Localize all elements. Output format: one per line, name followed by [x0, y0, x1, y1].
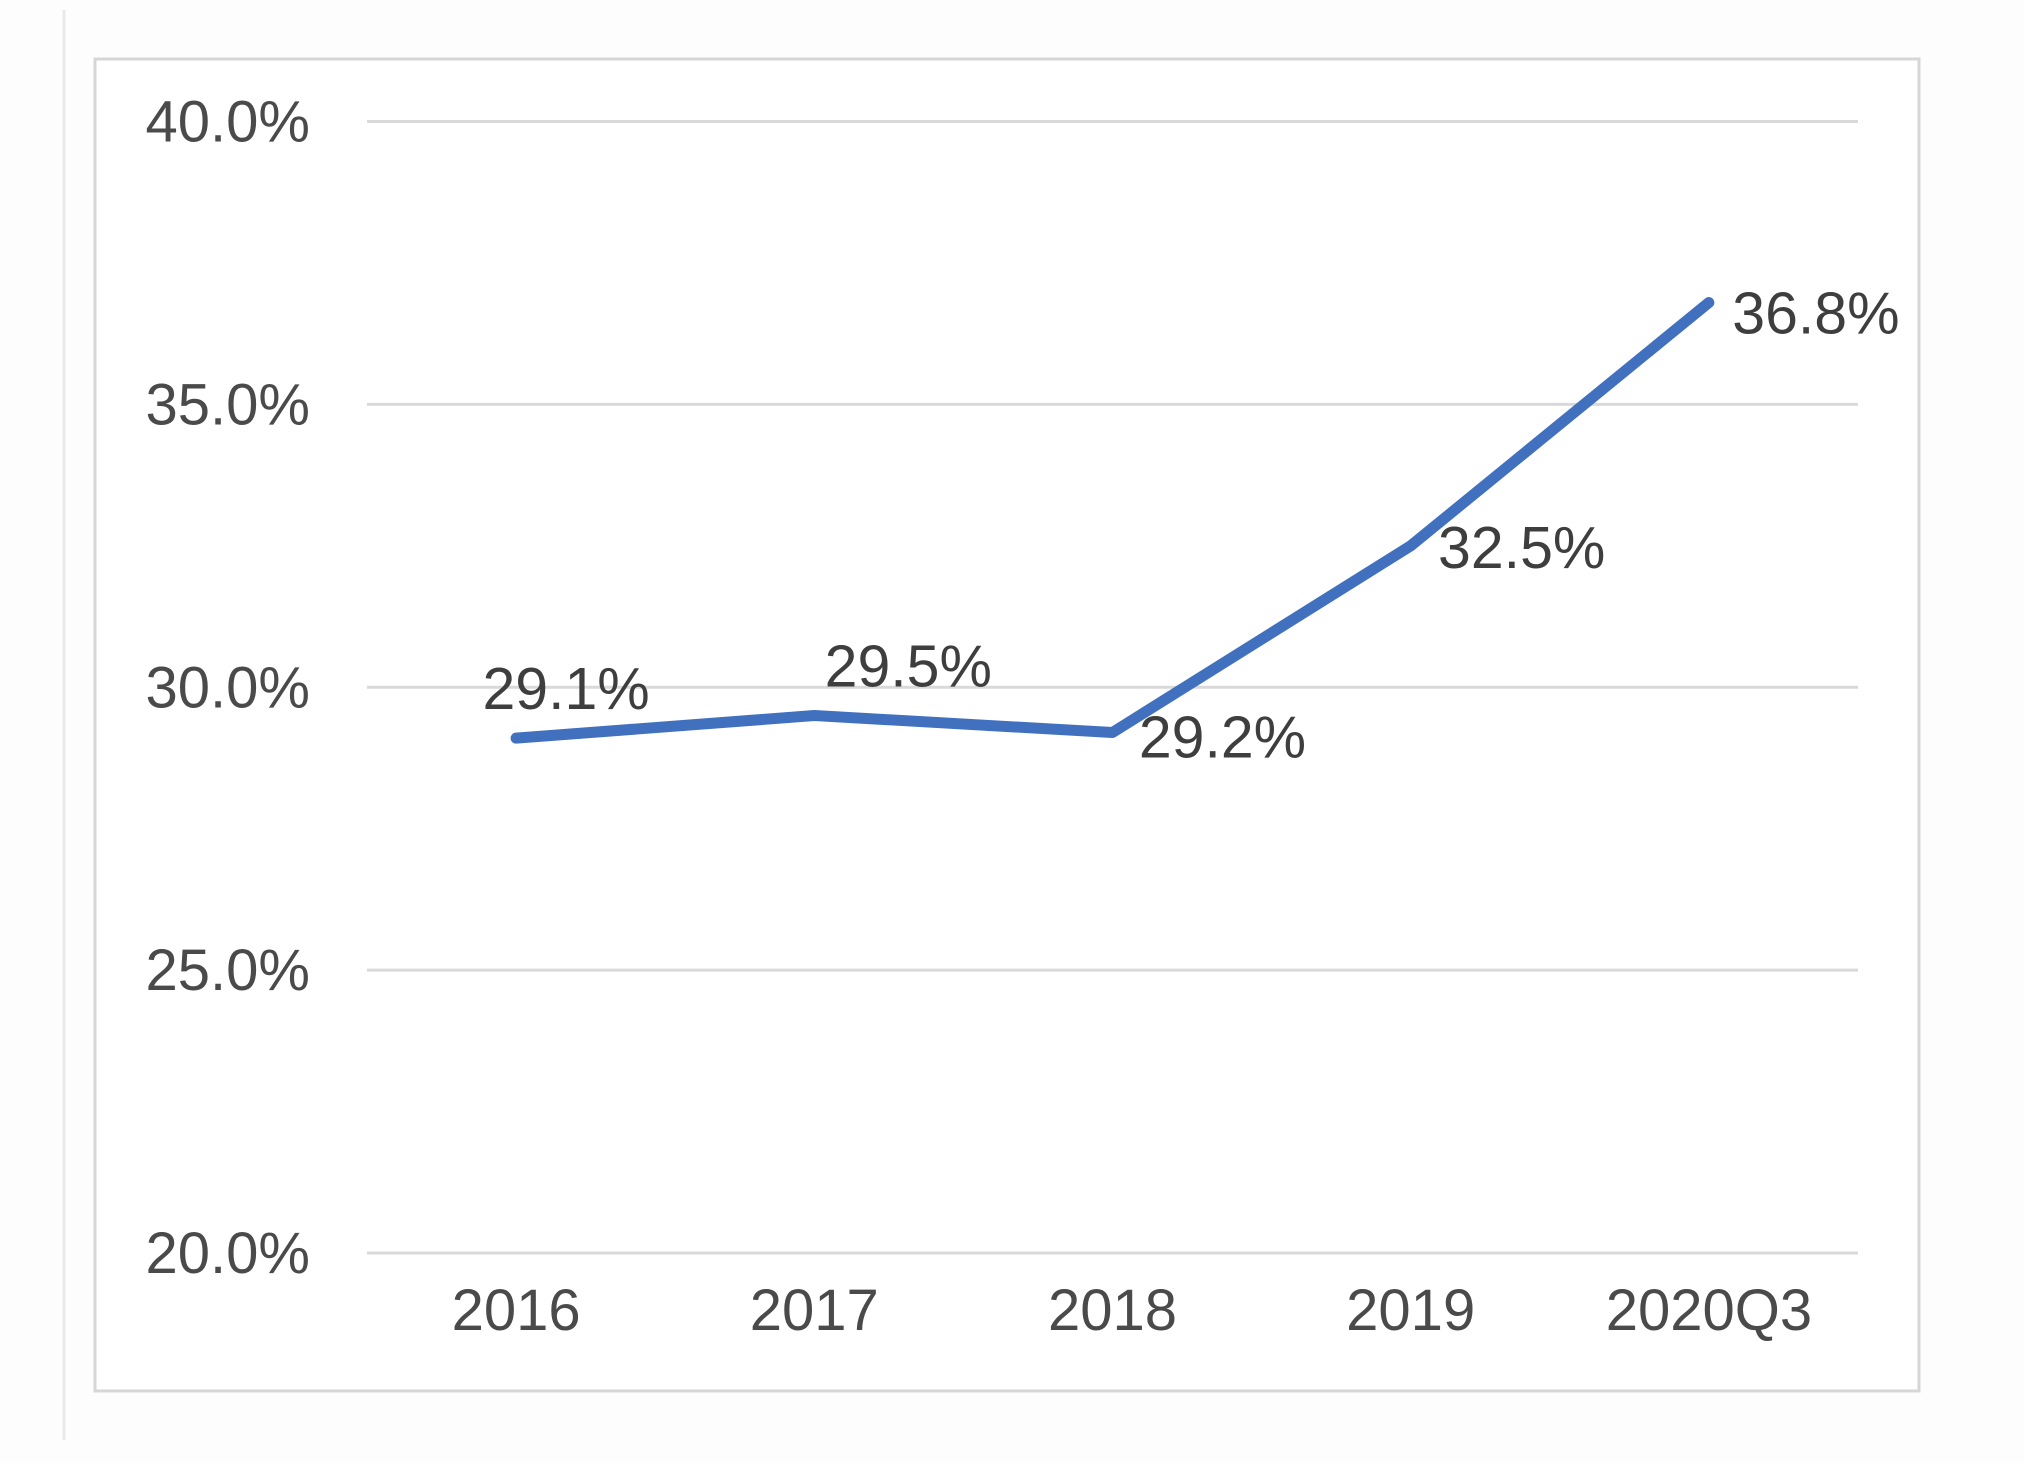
- x-tick-label: 2016: [452, 1278, 581, 1343]
- data-point-label: 32.5%: [1438, 515, 1605, 581]
- y-tick-label: 35.0%: [146, 372, 310, 437]
- y-tick-label: 40.0%: [146, 90, 310, 155]
- y-tick-label: 20.0%: [146, 1221, 310, 1286]
- x-tick-label: 2017: [750, 1278, 879, 1343]
- data-point-label: 29.2%: [1139, 705, 1306, 771]
- y-tick-label: 25.0%: [146, 938, 310, 1003]
- x-tick-label: 2019: [1346, 1278, 1475, 1343]
- data-point-label: 29.1%: [482, 656, 649, 722]
- x-tick-label: 2020Q3: [1606, 1278, 1812, 1343]
- y-tick-label: 30.0%: [146, 655, 310, 720]
- data-point-label: 36.8%: [1732, 281, 1899, 347]
- data-labels-group: 29.1% 29.5% 29.2% 32.5% 36.8%: [482, 281, 1899, 771]
- gridlines-group: [367, 120, 1858, 1255]
- data-point-label: 29.5%: [825, 634, 992, 700]
- trend-line: [510, 297, 1715, 744]
- y-axis-labels-group: 40.0% 35.0% 30.0% 25.0% 20.0%: [146, 90, 310, 1287]
- x-axis-labels-group: 2016 2017 2018 2019 2020Q3: [452, 1278, 1813, 1343]
- x-tick-label: 2018: [1048, 1278, 1177, 1343]
